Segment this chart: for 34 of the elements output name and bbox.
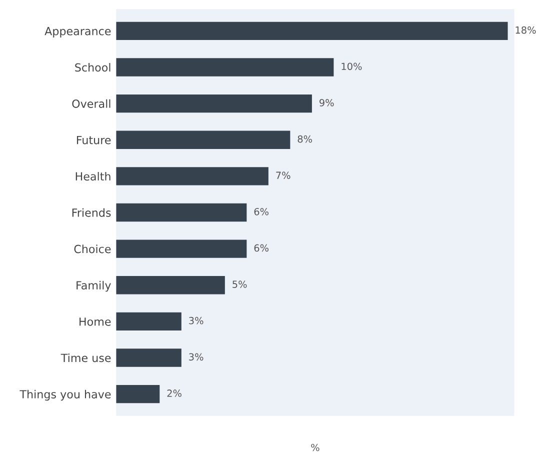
bar: [116, 385, 160, 404]
bar: [116, 240, 247, 258]
data-label: 3%: [189, 316, 204, 324]
data-label: 10%: [342, 62, 362, 70]
data-label: 5%: [232, 280, 247, 288]
bar: [116, 276, 225, 294]
bar: [116, 348, 182, 367]
data-label: 6%: [254, 208, 269, 216]
y-tick-label: Overall: [72, 99, 110, 108]
bar: [116, 94, 312, 113]
y-tick-label: Home: [80, 318, 111, 326]
bar: [116, 167, 268, 186]
bar: [116, 58, 334, 76]
y-tick-label: Family: [76, 280, 111, 292]
data-label: 6%: [254, 244, 269, 252]
bar: [116, 22, 508, 40]
y-tick-label: Friends: [72, 208, 111, 217]
y-tick-label: Future: [76, 136, 111, 144]
y-tick-label: Appearance: [44, 27, 111, 38]
data-label: 3%: [189, 353, 204, 361]
y-tick-label: Health: [76, 172, 110, 181]
data-label: 8%: [298, 135, 312, 143]
y-tick-label: Time use: [60, 354, 111, 362]
bar: [116, 130, 290, 149]
bar: [116, 203, 247, 222]
data-label: 7%: [276, 172, 290, 180]
data-label: 9%: [320, 99, 334, 106]
data-label: 2%: [167, 390, 182, 397]
x-axis-title: %: [311, 444, 320, 452]
bar: [116, 312, 182, 331]
data-label: 18%: [516, 26, 536, 34]
y-tick-label: Choice: [74, 244, 111, 254]
y-tick-label: Things you have: [20, 390, 111, 401]
y-tick-label: School: [75, 63, 110, 72]
